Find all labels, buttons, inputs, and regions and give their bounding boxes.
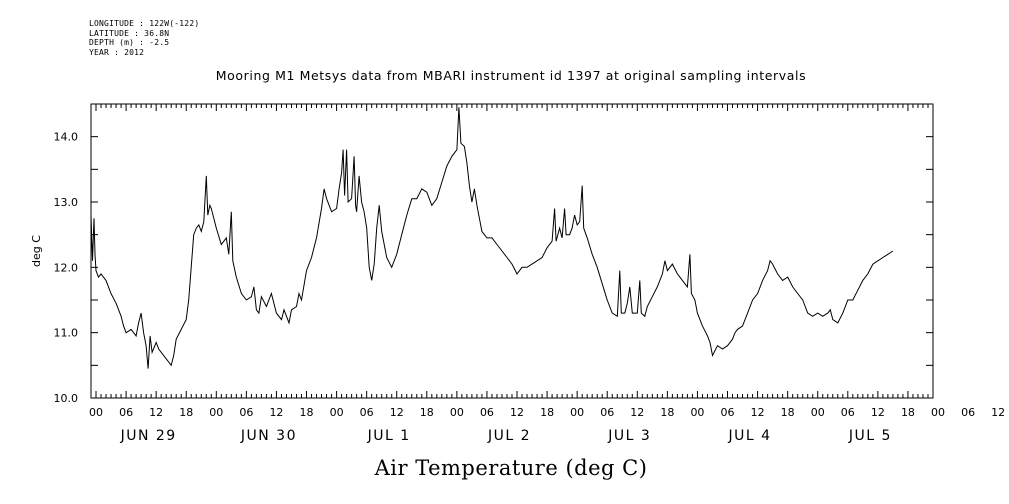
x-hour-label: 12	[630, 406, 644, 419]
x-hour-label: 12	[149, 406, 163, 419]
x-hour-label: 06	[239, 406, 253, 419]
x-hour-label: 00	[811, 406, 825, 419]
x-hour-label: 06	[480, 406, 494, 419]
y-tick-label: 11.0	[54, 327, 79, 340]
year-label: YEAR : 2012	[89, 47, 145, 57]
x-day-label: JUN 29	[120, 428, 177, 444]
x-hour-label: 12	[751, 406, 765, 419]
x-day-label: JUL 5	[848, 428, 892, 444]
x-hour-label: 00	[209, 406, 223, 419]
x-hour-label: 06	[721, 406, 735, 419]
x-hour-label: 18	[179, 406, 193, 419]
depth-label: DEPTH (m) : -2.5	[89, 38, 170, 47]
y-tick-label: 13.0	[54, 196, 79, 209]
x-hour-label: 12	[991, 406, 1005, 419]
x-hour-label: 18	[901, 406, 915, 419]
x-hour-label: 18	[540, 406, 554, 419]
x-hour-label: 06	[961, 406, 975, 419]
x-day-label: JUL 1	[367, 428, 411, 444]
x-day-label: JUL 4	[728, 428, 772, 444]
y-tick-label: 14.0	[54, 131, 79, 144]
x-hour-label: 00	[89, 406, 103, 419]
x-hour-label: 12	[871, 406, 885, 419]
x-hour-label: 18	[781, 406, 795, 419]
y-tick-label: 10.0	[54, 392, 79, 405]
y-tick-label: 12.0	[54, 261, 79, 274]
x-hour-label: 06	[360, 406, 374, 419]
series-line	[90, 107, 894, 369]
x-hour-label: 18	[660, 406, 674, 419]
x-hour-label: 00	[690, 406, 704, 419]
x-hour-label: 12	[390, 406, 404, 419]
y-axis-label: deg C	[30, 235, 43, 267]
chart-title: Mooring M1 Metsys data from MBARI instru…	[216, 68, 806, 83]
x-hour-label: 06	[119, 406, 133, 419]
x-hour-label: 00	[450, 406, 464, 419]
x-day-label: JUL 2	[487, 428, 531, 444]
metadata-block: LONGITUDE : 122W(-122) LATITUDE : 36.8N …	[89, 19, 199, 57]
x-hour-label: 00	[330, 406, 344, 419]
x-hour-label: 00	[931, 406, 945, 419]
longitude-label: LONGITUDE : 122W(-122)	[89, 19, 200, 28]
axis-ticks	[90, 103, 934, 399]
x-hour-label: 06	[600, 406, 614, 419]
latitude-label: LATITUDE : 36.8N	[89, 28, 170, 38]
x-hour-label: 00	[570, 406, 584, 419]
x-hour-label: 06	[841, 406, 855, 419]
plot-frame	[90, 103, 934, 399]
x-day-label: JUL 3	[607, 428, 651, 444]
x-hour-label: 12	[510, 406, 524, 419]
axis-labels: 00 06 12 18 00 06 12 18 00 06 12 18 00 06 12 18 00 06 12 18…	[54, 131, 1006, 444]
x-hour-label: 12	[269, 406, 283, 419]
x-hour-label: 18	[300, 406, 314, 419]
x-axis-label: Air Temperature (deg C)	[374, 456, 648, 480]
x-day-label: JUN 30	[240, 428, 297, 444]
x-hour-label: 18	[420, 406, 434, 419]
